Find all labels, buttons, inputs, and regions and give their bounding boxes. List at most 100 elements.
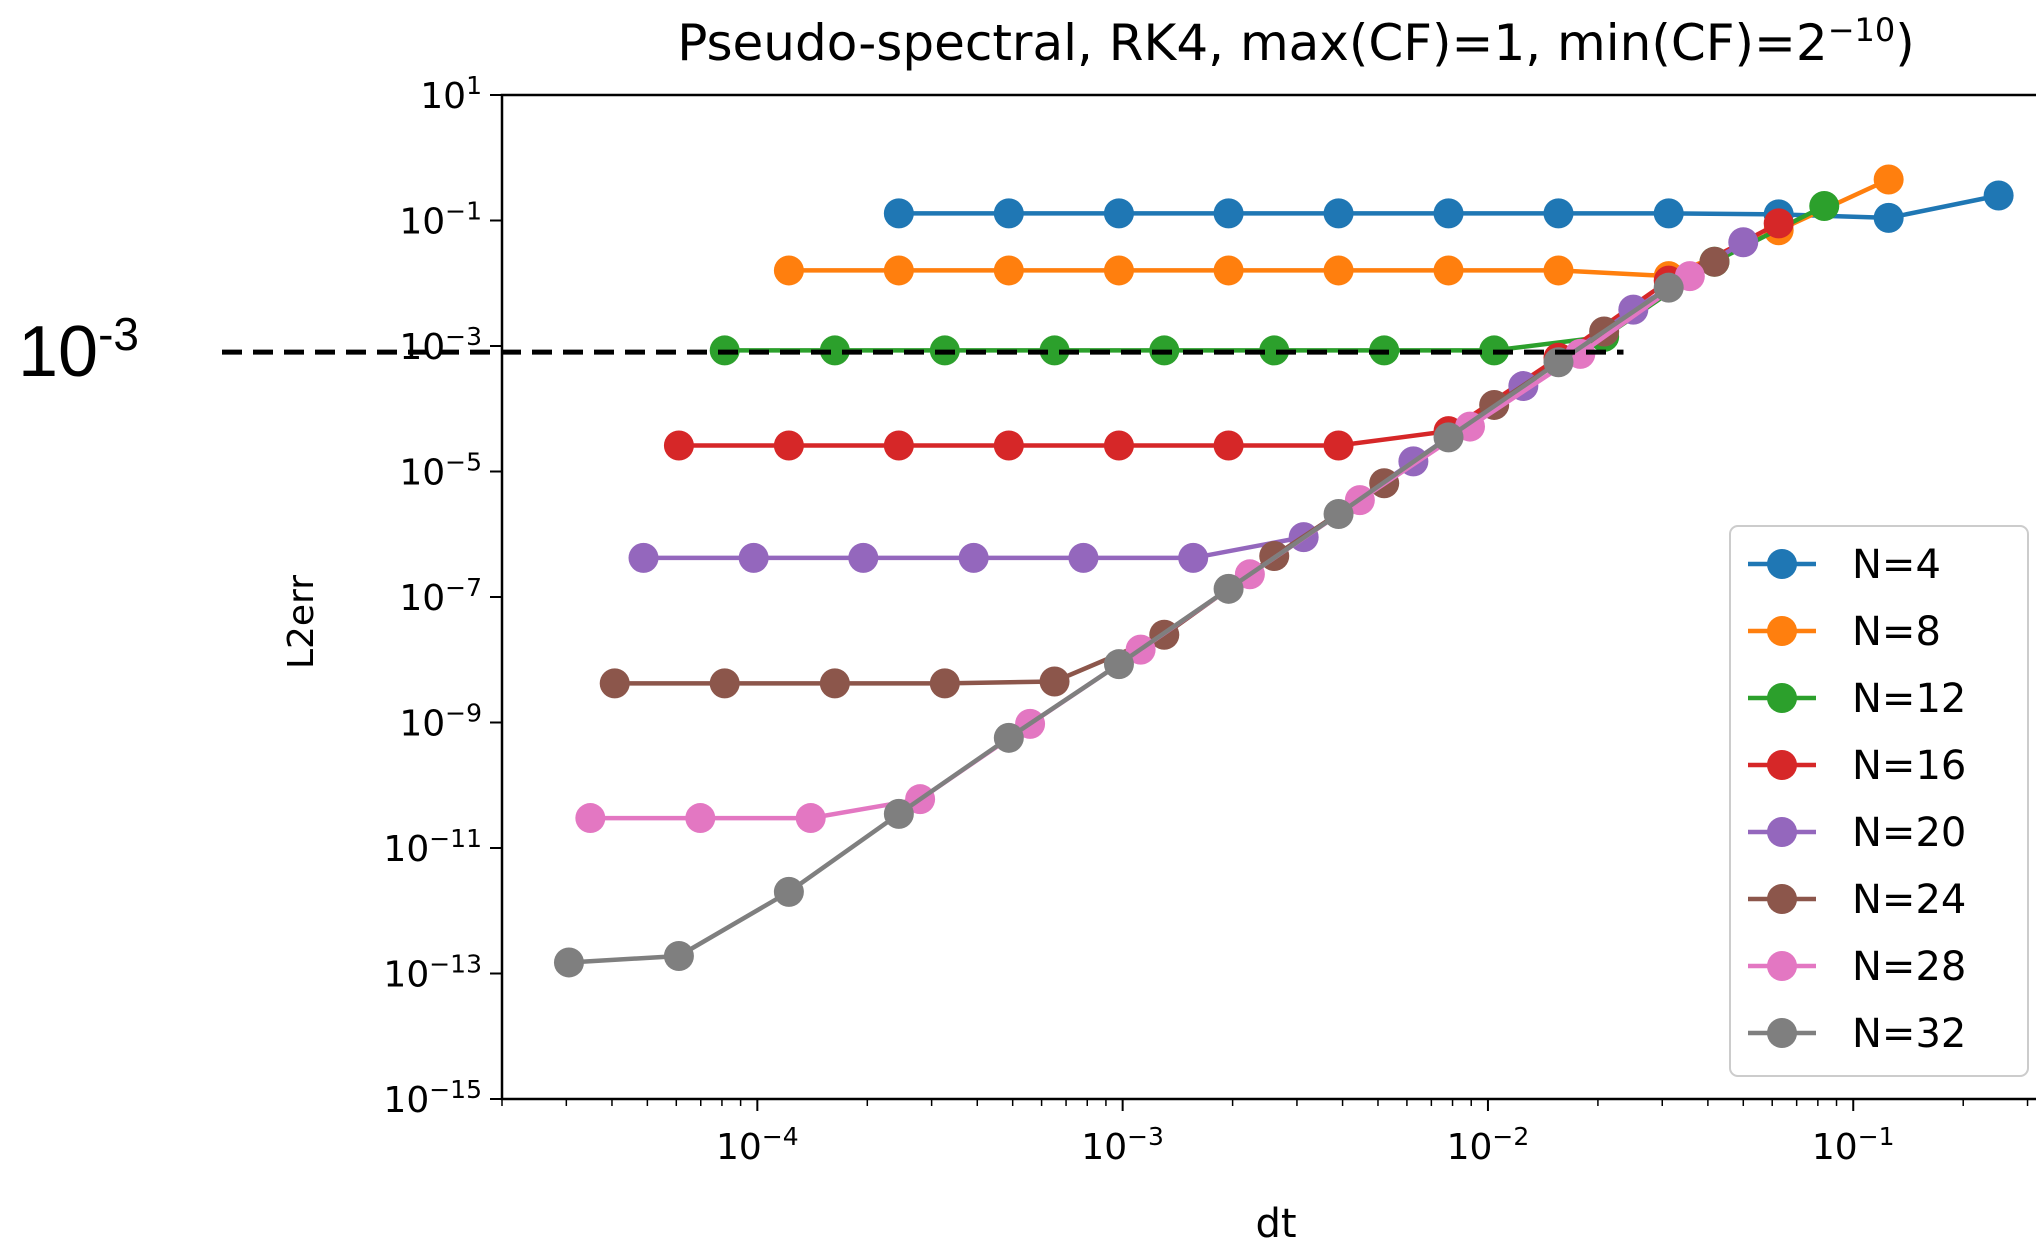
data-point xyxy=(1433,198,1464,229)
legend-entry: N=24 xyxy=(1748,877,1966,923)
data-point xyxy=(1103,198,1134,229)
data-point xyxy=(795,803,826,834)
chart-title: Pseudo-spectral, RK4, max(CF)=1, min(CF)… xyxy=(677,11,1915,72)
data-point xyxy=(663,941,694,972)
data-point xyxy=(553,947,584,978)
x-tick-label: 10−3 xyxy=(1081,1122,1164,1169)
y-tick-label: 10−9 xyxy=(399,698,482,745)
y-tick-label: 10−15 xyxy=(383,1075,482,1122)
legend-label: N=8 xyxy=(1852,609,1941,655)
legend-marker xyxy=(1767,750,1797,780)
data-point xyxy=(773,255,804,286)
data-point xyxy=(628,542,659,573)
data-point xyxy=(1213,430,1244,461)
data-point xyxy=(1433,255,1464,286)
legend-label: N=24 xyxy=(1852,877,1966,923)
legend-entry: N=28 xyxy=(1748,944,1966,990)
series-line xyxy=(568,285,1670,965)
data-point xyxy=(1543,255,1574,286)
y-tick-label: 10−5 xyxy=(399,447,482,494)
data-point xyxy=(1323,198,1354,229)
data-point xyxy=(575,803,606,834)
data-series xyxy=(553,164,2014,978)
data-point xyxy=(773,430,804,461)
legend-marker xyxy=(1767,884,1797,914)
annotation-label: 10-3 xyxy=(18,308,139,392)
series-n-16 xyxy=(663,208,1794,461)
legend-entry: N=16 xyxy=(1748,743,1966,789)
data-point xyxy=(993,198,1024,229)
x-axis-label: dt xyxy=(1255,1201,1296,1243)
data-point xyxy=(1728,227,1759,258)
y-tick-label: 10−7 xyxy=(399,573,482,620)
legend-entry: N=12 xyxy=(1748,676,1966,722)
data-point xyxy=(1213,255,1244,286)
legend-label: N=16 xyxy=(1852,743,1966,789)
legend-label: N=28 xyxy=(1852,944,1966,990)
data-point xyxy=(1039,666,1070,697)
y-tick-label: 10−11 xyxy=(383,824,482,871)
data-point xyxy=(1809,191,1840,222)
legend-label: N=20 xyxy=(1852,810,1966,856)
data-point xyxy=(773,876,804,907)
data-point xyxy=(1763,208,1794,239)
x-tick-label: 10−4 xyxy=(716,1122,799,1169)
data-point xyxy=(1323,430,1354,461)
series-n-4 xyxy=(883,180,2014,233)
data-point xyxy=(929,668,960,699)
x-tick-label: 10−1 xyxy=(1812,1122,1895,1169)
data-point xyxy=(993,722,1024,753)
data-point xyxy=(663,430,694,461)
y-axis-label: L2err xyxy=(281,575,322,669)
axis-ticks: 101 10−1 10−3 10−5 10−7 10−9 10−11 10−13 10−15 10… xyxy=(383,71,2029,1169)
data-point xyxy=(1103,430,1134,461)
legend-entry: N=8 xyxy=(1748,609,1941,655)
x-tick-label: 10−2 xyxy=(1447,1122,1530,1169)
legend-marker xyxy=(1767,817,1797,847)
data-point xyxy=(709,668,740,699)
legend-label: N=12 xyxy=(1852,676,1966,722)
legend-label: N=4 xyxy=(1852,542,1941,588)
data-point xyxy=(599,668,630,699)
legend-marker xyxy=(1767,683,1797,713)
legend-marker xyxy=(1767,616,1797,646)
data-point xyxy=(1983,180,2014,211)
data-point xyxy=(1323,255,1354,286)
data-point xyxy=(819,668,850,699)
data-point xyxy=(883,198,914,229)
legend: N=4 N=8 N=12 N=16 N=20 N=24 N=28 N=32 xyxy=(1729,525,2029,1077)
legend-marker xyxy=(1767,549,1797,579)
data-point xyxy=(1259,335,1290,366)
legend-box xyxy=(1729,525,2029,1077)
legend-entry: N=20 xyxy=(1748,810,1966,856)
data-point xyxy=(1039,335,1070,366)
y-tick-label: 10−1 xyxy=(399,196,482,243)
data-point xyxy=(685,803,716,834)
data-point xyxy=(1103,649,1134,680)
y-tick-label: 10−3 xyxy=(399,322,482,369)
data-point xyxy=(1653,198,1684,229)
data-point xyxy=(1213,573,1244,604)
data-point xyxy=(1178,542,1209,573)
data-point xyxy=(1543,198,1574,229)
data-point xyxy=(1433,422,1464,453)
data-point xyxy=(993,255,1024,286)
series-line xyxy=(643,240,1745,561)
data-point xyxy=(1699,246,1730,277)
legend-label: N=32 xyxy=(1852,1011,1966,1057)
data-point xyxy=(993,430,1024,461)
data-point xyxy=(848,542,879,573)
data-point xyxy=(958,542,989,573)
data-point xyxy=(738,542,769,573)
legend-marker xyxy=(1767,951,1797,981)
data-point xyxy=(883,430,914,461)
legend-entry: N=4 xyxy=(1748,542,1941,588)
plot-area-frame xyxy=(500,93,2036,1101)
legend-entry: N=32 xyxy=(1748,1011,1966,1057)
data-point xyxy=(1873,202,1904,233)
data-point xyxy=(1543,347,1574,378)
series-n-32 xyxy=(553,272,1684,978)
data-point xyxy=(883,255,914,286)
data-point xyxy=(1213,198,1244,229)
